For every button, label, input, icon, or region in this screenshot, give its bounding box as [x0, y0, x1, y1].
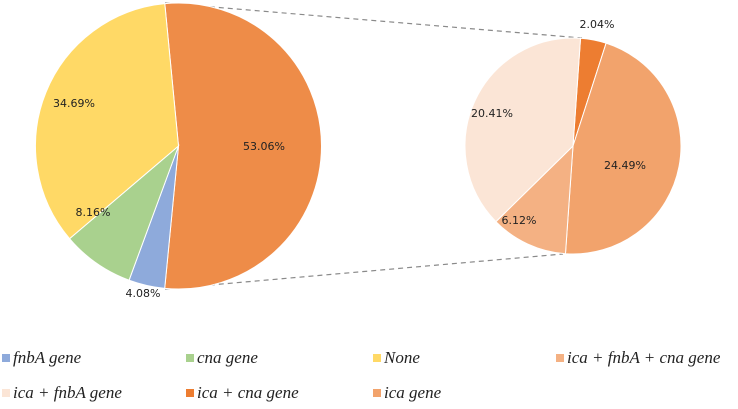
pie-slice-ica-gene — [564, 42, 682, 255]
data-label: 6.12% — [502, 214, 537, 227]
data-label: 4.08% — [126, 287, 161, 300]
connector-lines — [164, 2, 583, 290]
legend-item-ica-fnba: ica + fnbA gene — [2, 383, 122, 403]
pie-slice-none — [35, 3, 180, 240]
data-label: 53.06% — [243, 140, 285, 153]
data-label: 34.69% — [53, 97, 95, 110]
connector-line — [164, 253, 564, 290]
secondary-pie — [464, 37, 682, 255]
data-label: 20.41% — [471, 107, 513, 120]
pie-slice-ica-fnba-gene — [464, 37, 582, 223]
legend-swatch — [556, 354, 564, 362]
data-label: 2.04% — [580, 18, 615, 31]
pie-slice-ica-fnba-cna-gene — [495, 144, 574, 255]
legend-swatch — [2, 389, 10, 397]
legend-label: ica + fnbA gene — [13, 383, 122, 402]
legend-swatch — [186, 389, 194, 397]
data-label: 8.16% — [76, 206, 111, 219]
legend-item-ica-cna: ica + cna gene — [186, 383, 299, 403]
legend-swatch — [2, 354, 10, 362]
pie-slice-ica-all-combinations- — [164, 2, 323, 290]
legend-label: ica gene — [384, 383, 442, 402]
data-label: 24.49% — [604, 159, 646, 172]
main-pie — [35, 2, 323, 290]
legend-label: cna gene — [197, 348, 258, 367]
legend-item-fnba: fnbA gene — [2, 348, 81, 368]
legend-label: ica + fnbA + cna gene — [567, 348, 721, 367]
legend-swatch — [373, 389, 381, 397]
legend-item-ica: ica gene — [373, 383, 441, 403]
legend-label: ica + cna gene — [197, 383, 299, 402]
legend-swatch — [186, 354, 194, 362]
legend-swatch — [373, 354, 381, 362]
legend-item-cna: cna gene — [186, 348, 258, 368]
legend-label: fnbA gene — [13, 348, 82, 367]
legend-item-ica-fnba-cna: ica + fnbA + cna gene — [556, 348, 720, 368]
legend-label: None — [384, 348, 420, 367]
connector-line — [164, 2, 583, 39]
legend-item-none: None — [373, 348, 420, 368]
data-labels: 53.06% 4.08% 8.16% 34.69% 2.04% 24.49% 6.12% 20… — [53, 18, 646, 300]
